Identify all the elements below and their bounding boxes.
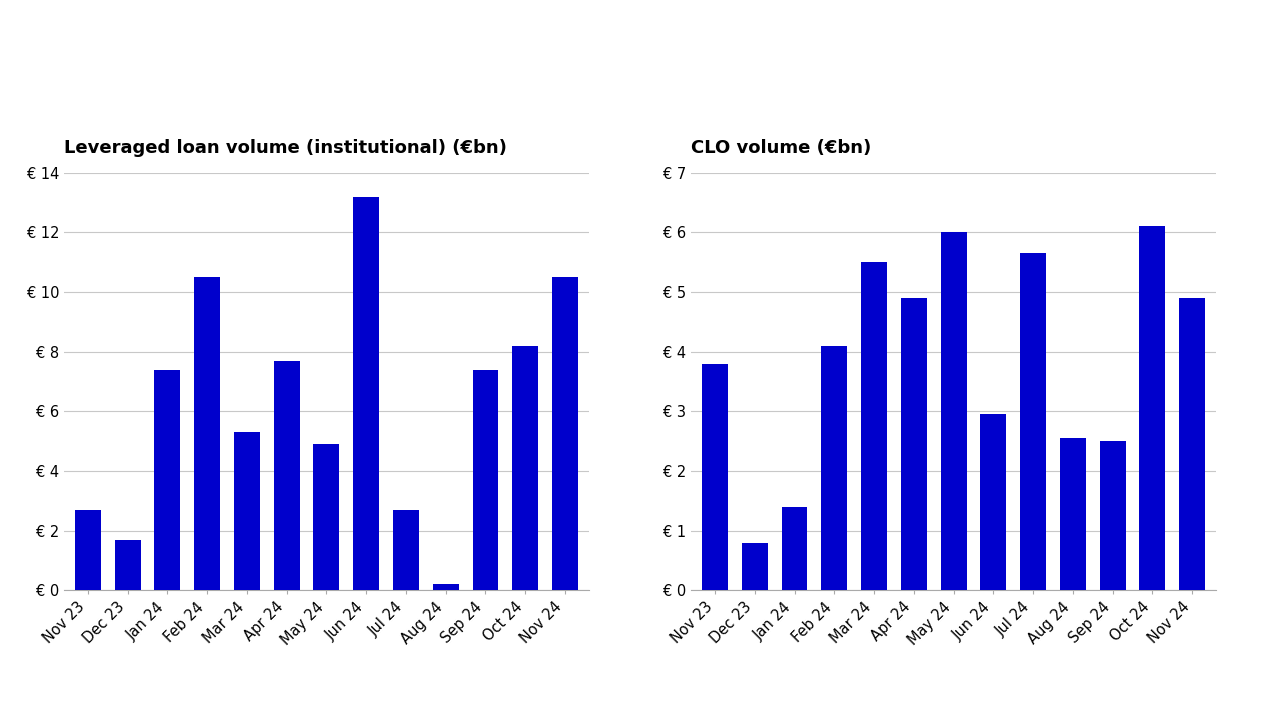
Bar: [274, 361, 300, 590]
Bar: [1179, 298, 1204, 590]
Bar: [314, 444, 339, 590]
Bar: [472, 369, 498, 590]
Bar: [703, 364, 728, 590]
Bar: [155, 369, 180, 590]
Bar: [941, 233, 966, 590]
Bar: [1100, 441, 1125, 590]
Bar: [234, 432, 260, 590]
Bar: [393, 510, 419, 590]
Text: CLO volume (€bn): CLO volume (€bn): [691, 140, 872, 158]
Bar: [76, 510, 101, 590]
Bar: [433, 585, 458, 590]
Bar: [1020, 253, 1046, 590]
Bar: [822, 346, 847, 590]
Bar: [353, 197, 379, 590]
Bar: [742, 543, 768, 590]
Bar: [1060, 438, 1085, 590]
Bar: [861, 262, 887, 590]
Bar: [1139, 227, 1165, 590]
Bar: [980, 415, 1006, 590]
Bar: [115, 540, 141, 590]
Text: Leveraged loan volume (institutional) (€bn): Leveraged loan volume (institutional) (€…: [64, 140, 507, 158]
Bar: [782, 507, 808, 590]
Bar: [552, 277, 577, 590]
Bar: [901, 298, 927, 590]
Bar: [195, 277, 220, 590]
Bar: [512, 346, 538, 590]
